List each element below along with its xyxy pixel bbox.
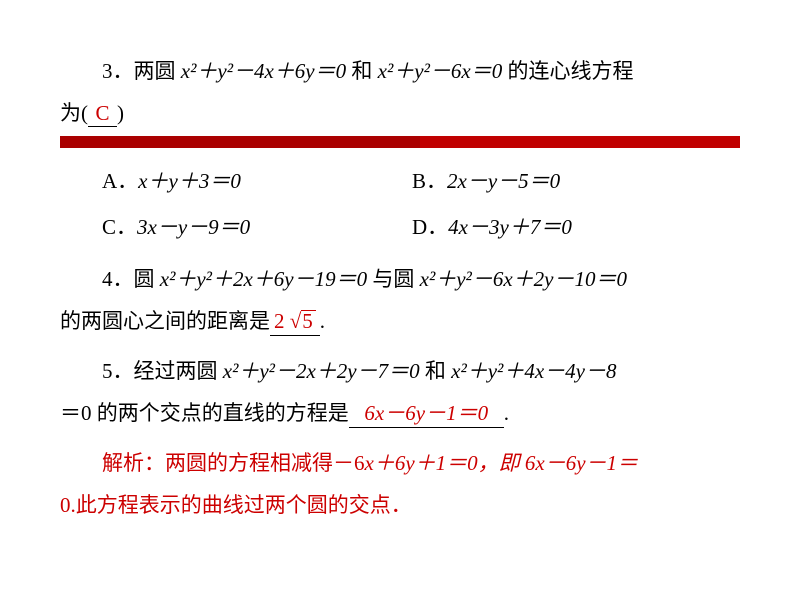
q4-line2-b: . bbox=[320, 309, 325, 333]
q4-stem-line1: 4．圆 x²＋y²＋2x＋6y－19＝0 与圆 x²＋y²－6x＋2y－10＝0 bbox=[60, 258, 740, 300]
q5-stem-a: 经过两圆 bbox=[134, 359, 223, 383]
q5-stem-mid: 和 bbox=[420, 359, 452, 383]
q4-answer: 2 √5 bbox=[270, 309, 320, 335]
q3-option-c: C．3x－y－9＝0 bbox=[60, 204, 412, 250]
q3-answer: C bbox=[88, 101, 117, 127]
q5-stem-line2: ＝0 的两个交点的直线的方程是6x－6y－1＝0. bbox=[60, 392, 740, 434]
q3-number: 3． bbox=[102, 59, 134, 83]
q3-line2-a: 为( bbox=[60, 101, 88, 125]
q4-eq1: x²＋y²＋2x＋6y－19＝0 bbox=[160, 267, 367, 291]
page: 3．两圆 x²＋y²－4x＋6y＝0 和 x²＋y²－6x＝0 的连心线方程 为… bbox=[0, 0, 800, 600]
q3-options-row1: A．x＋y＋3＝0 B．2x－y－5＝0 bbox=[60, 158, 740, 204]
q5-line2-a: ＝0 的两个交点的直线的方程是 bbox=[60, 401, 349, 425]
q5-answer: 6x－6y－1＝0 bbox=[349, 401, 504, 427]
red-bar-light bbox=[420, 136, 740, 148]
q3-eq1: x²＋y²－4x＋6y＝0 bbox=[181, 59, 346, 83]
explain-line2: 0.此方程表示的曲线过两个圆的交点． bbox=[60, 484, 740, 526]
red-divider-bar bbox=[60, 136, 740, 148]
q4-stem-mid: 与圆 bbox=[367, 267, 420, 291]
q4-eq2: x²＋y²－6x＋2y－10＝0 bbox=[420, 267, 627, 291]
q3-option-b: B．2x－y－5＝0 bbox=[412, 158, 740, 204]
q3-stem-b: 的连心线方程 bbox=[502, 59, 633, 83]
q3-option-a: A．x＋y＋3＝0 bbox=[60, 158, 412, 204]
q3-stem-line2: 为(C) bbox=[60, 92, 740, 134]
q5-line2-b: . bbox=[504, 401, 509, 425]
q3-options-row2: C．3x－y－9＝0 D．4x－3y＋7＝0 bbox=[60, 204, 740, 250]
q4-stem-a: 圆 bbox=[134, 267, 160, 291]
explain-label: 解析： bbox=[102, 451, 165, 475]
q4-number: 4． bbox=[102, 267, 134, 291]
q5-eq2: x²＋y²＋4x－4y－8 bbox=[451, 359, 616, 383]
q5-number: 5． bbox=[102, 359, 134, 383]
q3-stem-line1: 3．两圆 x²＋y²－4x＋6y＝0 和 x²＋y²－6x＝0 的连心线方程 bbox=[60, 50, 740, 92]
explain-l1a: 两圆的方程相减得－6 bbox=[165, 451, 365, 475]
explain-l1b: x＋6y＋1＝0，即 6x－6y－1＝ bbox=[365, 451, 639, 475]
q5-stem-line1: 5．经过两圆 x²＋y²－2x＋2y－7＝0 和 x²＋y²＋4x－4y－8 bbox=[60, 350, 740, 392]
q4-stem-line2: 的两圆心之间的距离是2 √5. bbox=[60, 300, 740, 342]
q3-eq2: x²＋y²－6x＝0 bbox=[378, 59, 503, 83]
q3-line2-b: ) bbox=[117, 101, 124, 125]
explain-l2: 0.此方程表示的曲线过两个圆的交点． bbox=[60, 493, 412, 517]
q5-eq1: x²＋y²－2x＋2y－7＝0 bbox=[223, 359, 420, 383]
q3-stem-a: 两圆 bbox=[134, 59, 181, 83]
red-bar-dark bbox=[60, 136, 420, 148]
q4-line2-a: 的两圆心之间的距离是 bbox=[60, 309, 270, 333]
explain-line1: 解析：两圆的方程相减得－6x＋6y＋1＝0，即 6x－6y－1＝ bbox=[60, 442, 740, 484]
q3-option-d: D．4x－3y＋7＝0 bbox=[412, 204, 740, 250]
q3-stem-mid: 和 bbox=[346, 59, 378, 83]
